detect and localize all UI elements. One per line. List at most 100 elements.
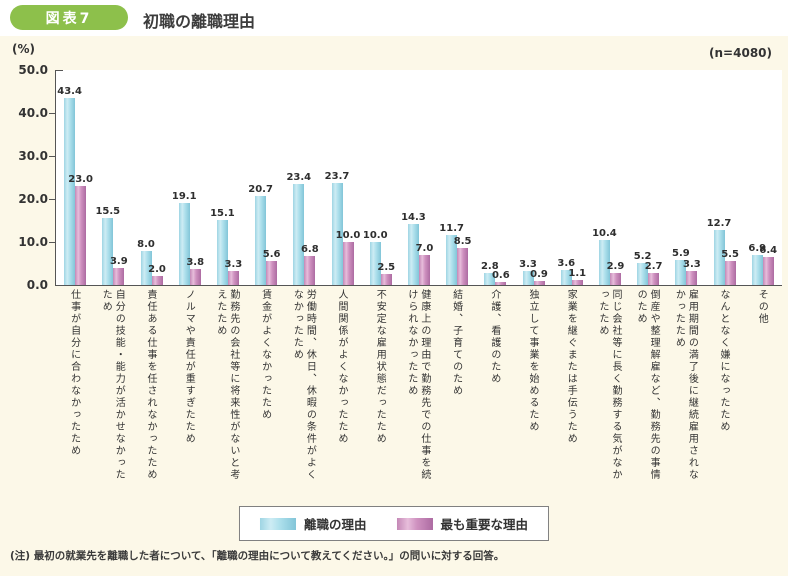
bar-group: 43.4 23.0: [56, 86, 94, 285]
x-category-label: 責任ある仕事を任されなかったため: [145, 289, 156, 481]
bar-value-label: 2.8: [480, 260, 499, 272]
bar-value-label: 3.3: [519, 258, 537, 270]
x-category-cell: 責任ある仕事を任されなかったため: [131, 289, 169, 489]
bar-value-label: 6.8: [300, 243, 319, 255]
bar-group: 5.2 2.7: [629, 251, 667, 285]
bar-secondary: 7.0: [416, 243, 433, 285]
chart-panel: (%) (n=4080) 0.0 10.0 20.0 30.0 40.0 50.0 43.…: [0, 36, 788, 576]
figure-header: 図表7 初職の離職理由: [0, 0, 788, 36]
y-tick-label: 40.0: [18, 106, 48, 120]
x-category-label: 介護、看護のため: [488, 289, 500, 385]
bar-group: 14.3 7.0: [400, 212, 438, 285]
bar-secondary: 1.1: [568, 268, 586, 285]
x-category-cell: 仕事が自分に合わなかったため: [55, 289, 93, 489]
bar-group: 6.9 6.4: [744, 243, 782, 285]
bar-secondary: 23.0: [68, 174, 93, 285]
bar-value-label: 15.1: [210, 208, 235, 220]
bar-group: 15.1 3.3: [209, 208, 247, 285]
x-category-label: 結婚、子育てのため: [450, 289, 462, 397]
x-category-cell: 同じ会社等に長く勤務する気がなかったため: [590, 289, 628, 489]
legend-item-secondary: 最も重要な理由: [396, 514, 529, 533]
bar-primary: 10.4: [592, 228, 617, 285]
bar-group: 2.8 0.6: [476, 261, 514, 285]
bar-secondary: 10.0: [336, 230, 360, 285]
bar-secondary: 3.9: [110, 256, 128, 285]
bar-secondary: 2.9: [607, 261, 624, 285]
bar-value-label: 5.9: [671, 247, 690, 259]
x-category-label: ノルマや責任が重すぎたため: [183, 289, 195, 445]
x-category-label: 健康上の理由で勤務先での仕事を続けられなかったため: [405, 289, 430, 481]
x-category-cell: 不安定な雇用状態だったため: [361, 289, 399, 489]
bar-value-label: 11.7: [439, 222, 464, 234]
legend-item-primary: 離職の理由: [259, 514, 367, 533]
x-category-label: 人間関係がよくなかったため: [336, 289, 348, 445]
y-tick-label: 50.0: [18, 63, 48, 77]
bar-primary: 5.2: [634, 251, 652, 285]
x-category-cell: 人間関係がよくなかったため: [322, 289, 360, 489]
bar-secondary: 2.5: [377, 262, 395, 285]
bar-group: 5.9 3.3: [667, 248, 705, 285]
x-category-cell: ノルマや責任が重すぎたため: [170, 289, 208, 489]
x-category-label: 雇用期間の満了後に継続雇用されなかったため: [673, 289, 698, 481]
x-axis-category-labels: 仕事が自分に合わなかったため 自分の技能・能力が活かせなかったため 責任ある仕事を任…: [55, 289, 781, 489]
bar-primary: 2.8: [481, 261, 499, 285]
bar-secondary: 2.7: [645, 261, 663, 285]
bar-value-label: 3.6: [557, 257, 576, 269]
bar-value-label: 2.0: [148, 264, 166, 276]
y-tick-label: 10.0: [18, 235, 48, 249]
bar-value-label: 5.2: [633, 250, 652, 262]
x-category-cell: なんとなく嫌になったため: [704, 289, 742, 489]
bar-group: 8.0 2.0: [132, 239, 170, 285]
page-title: 初職の離職理由: [143, 12, 256, 31]
bar-secondary: 5.6: [263, 249, 280, 285]
bar-group: 23.7 10.0: [323, 171, 361, 285]
x-category-label: 同じ会社等に長く勤務する気がなかったため: [596, 289, 621, 481]
bar-value-label: 0.9: [530, 269, 548, 281]
x-category-cell: 家業を継ぐまたは手伝うため: [552, 289, 590, 489]
bar-secondary: 0.6: [492, 270, 510, 285]
bar-value-label: 2.5: [377, 262, 396, 274]
bar-value-label: 6.9: [748, 243, 767, 255]
bar-secondary: 8.5: [454, 236, 471, 285]
bar-group: 10.4 2.9: [591, 228, 629, 285]
bar-secondary: 6.8: [301, 244, 319, 285]
bar-primary: 15.1: [210, 208, 235, 285]
bar-value-label: 6.4: [759, 245, 778, 257]
bar-value-label: 23.0: [68, 174, 93, 186]
bar-value-label: 8.5: [453, 236, 472, 248]
bar-group: 15.5 3.9: [94, 206, 132, 285]
legend-label-primary: 離職の理由: [303, 517, 367, 532]
x-category-cell: 健康上の理由で勤務先での仕事を続けられなかったため: [399, 289, 437, 489]
legend-label-secondary: 最も重要な理由: [440, 517, 529, 532]
y-axis-tick: [49, 113, 56, 114]
y-tick-label: 0.0: [26, 278, 48, 292]
figure-number-badge: 図表7: [10, 5, 128, 30]
y-axis-tick: [49, 242, 56, 243]
x-category-cell: 賃金がよくなかったため: [246, 289, 284, 489]
x-category-label: 家業を継ぐまたは手伝うため: [565, 289, 577, 445]
bar-primary: 23.7: [325, 171, 349, 285]
bar-value-label: 5.6: [262, 248, 281, 260]
bar-value-label: 15.5: [95, 206, 121, 218]
y-axis-tick: [49, 199, 56, 200]
footnote: (注) 最初の就業先を離職した者について、「離職の理由について教えてください。」…: [10, 550, 505, 562]
x-category-cell: 勤務先の会社等に将来性がないと考えたため: [208, 289, 246, 489]
bar-primary: 12.7: [707, 218, 731, 285]
bar-value-label: 8.0: [137, 238, 155, 250]
x-category-cell: 結婚、子育てのため: [437, 289, 475, 489]
legend-swatch-blue: [259, 517, 296, 530]
x-category-cell: 介護、看護のため: [475, 289, 513, 489]
bar-group: 3.3 0.9: [514, 259, 552, 285]
bar-value-label: 14.3: [401, 211, 426, 223]
legend-swatch-pink: [396, 517, 433, 530]
x-category-label: 賃金がよくなかったため: [259, 289, 271, 421]
bar-group: 19.1 3.8: [171, 191, 209, 285]
bar-value-label: 5.5: [721, 249, 739, 261]
x-category-label: 独立して事業を始めるため: [527, 289, 539, 433]
x-category-label: 倒産や整理解雇など、勤務先の事情のため: [635, 289, 660, 481]
bar-primary: 3.3: [519, 259, 537, 285]
bar-primary: 20.7: [248, 184, 273, 285]
bar-value-label: 43.4: [57, 86, 82, 98]
y-tick-label: 30.0: [18, 149, 48, 163]
y-tick-label: 20.0: [18, 192, 48, 206]
